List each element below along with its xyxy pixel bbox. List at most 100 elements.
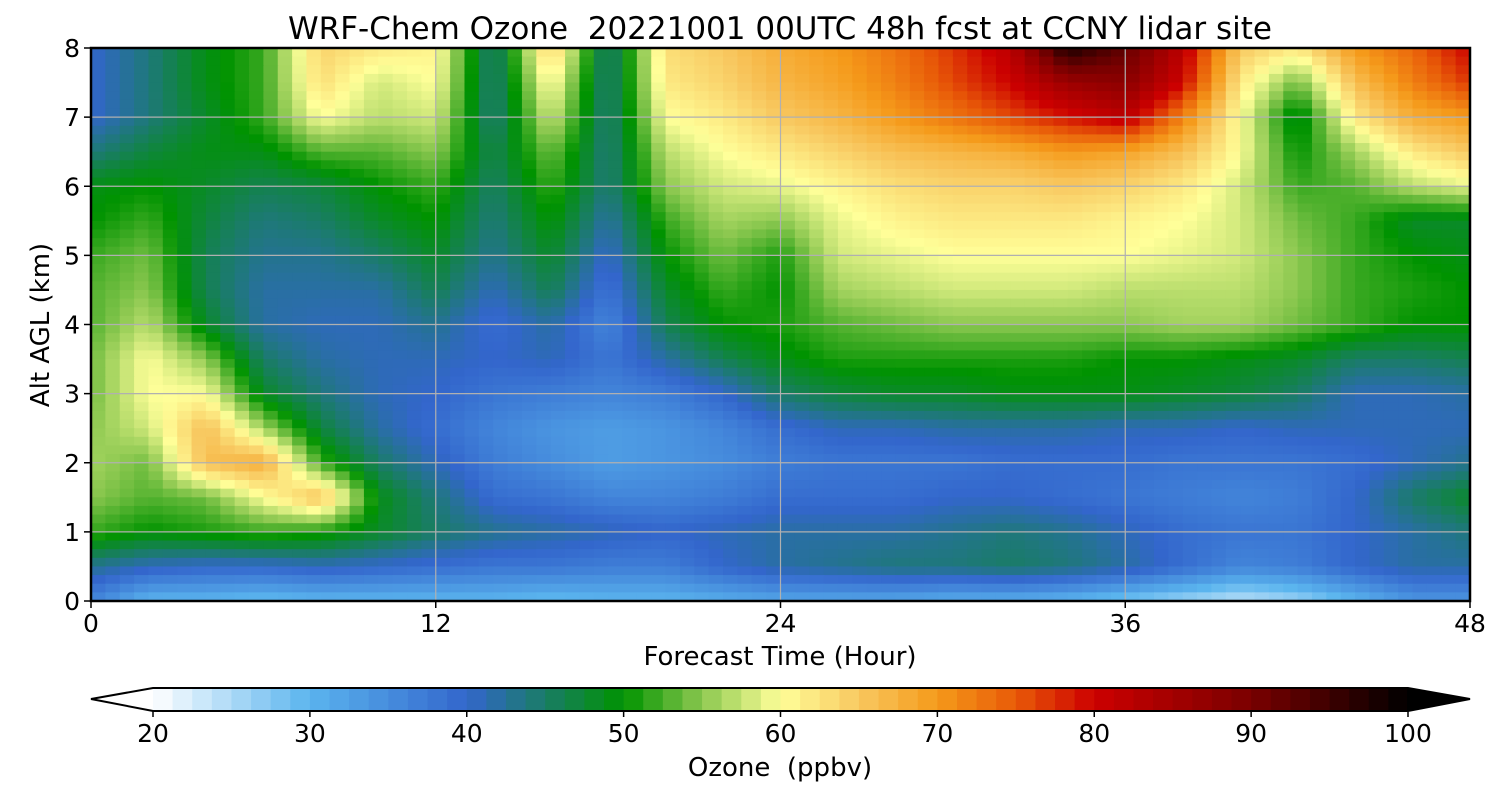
heatmap-cell [91,497,106,507]
heatmap-cell [392,324,408,334]
heatmap-cell [924,307,940,317]
heatmap-cell [450,471,466,481]
heatmap-cell [751,333,767,343]
heatmap-cell [1283,315,1299,326]
heatmap-cell [1355,488,1371,498]
heatmap-cell [1383,436,1399,447]
heatmap-cell [952,160,968,170]
heatmap-cell [263,350,279,360]
heatmap-cell [162,246,178,256]
heatmap-cell [493,229,509,239]
heatmap-cell [938,480,954,490]
heatmap-cell [1024,410,1040,421]
heatmap-cell [1340,65,1356,75]
heatmap-cell [938,307,954,317]
heatmap-cell [263,143,279,153]
heatmap-cell [622,272,638,282]
heatmap-cell [119,480,135,490]
heatmap-cell [363,350,379,360]
heatmap-cell [105,315,121,326]
heatmap-cell [1441,307,1457,317]
heatmap-cell [593,281,609,291]
heatmap-cell [665,194,681,205]
heatmap-cell [1311,419,1327,429]
heatmap-cell [895,402,911,412]
heatmap-cell [205,436,221,447]
heatmap-cell [723,65,738,75]
heatmap-cell [205,367,221,377]
heatmap-cell [608,151,624,161]
heatmap-cell [1139,108,1155,118]
heatmap-cell [679,359,695,369]
heatmap-cell [579,480,595,490]
heatmap-cell [679,436,695,447]
heatmap-cell [335,238,351,248]
heatmap-cell [794,436,810,447]
heatmap-cell [1225,151,1241,161]
heatmap-cell [392,203,408,213]
heatmap-cell [1168,428,1184,438]
heatmap-cell [220,333,236,343]
heatmap-cell [579,177,595,187]
heatmap-cell [651,376,667,386]
heatmap-cell [435,410,451,421]
heatmap-cell [1010,238,1026,248]
heatmap-cell [220,220,236,231]
heatmap-cell [1297,367,1313,377]
heatmap-cell [794,272,810,282]
heatmap-cell [723,220,738,231]
heatmap-cell [1082,255,1098,265]
heatmap-cell [1197,125,1213,136]
heatmap-cell [205,333,221,343]
heatmap-cell [1182,264,1198,274]
heatmap-cell [1311,186,1327,196]
heatmap-cell [708,384,724,395]
heatmap-cell [665,134,681,144]
heatmap-cell [622,160,638,170]
heatmap-cell [995,255,1011,265]
heatmap-cell [1139,289,1155,300]
heatmap-cell [995,281,1011,291]
heatmap-cell [1455,194,1470,205]
heatmap-cell [363,108,379,118]
heatmap-cell [521,402,537,412]
heatmap-cell [794,229,810,239]
heatmap-cell [191,238,207,248]
heatmap-cell [392,91,408,101]
heatmap-cell [1355,384,1371,395]
heatmap-cell [177,410,193,421]
heatmap-cell [636,229,652,239]
heatmap-cell [91,402,106,412]
heatmap-cell [450,480,466,490]
heatmap-cell [1053,238,1069,248]
heatmap-cell [335,82,351,92]
heatmap-cell [162,186,178,196]
heatmap-cell [1067,99,1083,110]
heatmap-cell [679,99,695,110]
heatmap-cell [177,56,193,66]
heatmap-cell [1225,436,1241,447]
heatmap-cell [105,298,121,308]
heatmap-cell [579,333,595,343]
heatmap-cell [665,186,681,196]
heatmap-cell [134,65,150,75]
heatmap-cell [1311,471,1327,481]
heatmap-cell [565,255,580,265]
heatmap-cell [1182,220,1198,231]
heatmap-cell [938,82,954,92]
heatmap-cell [148,238,164,248]
heatmap-cell [1067,255,1083,265]
heatmap-cell [249,177,264,187]
heatmap-cell [507,99,523,110]
heatmap-cell [1340,324,1356,334]
heatmap-cell [435,333,451,343]
heatmap-cell [1426,359,1442,369]
heatmap-cell [1010,454,1026,464]
heatmap-cell [1168,367,1184,377]
heatmap-cell [1355,298,1371,308]
heatmap-cell [1283,160,1299,170]
heatmap-cell [205,462,221,472]
heatmap-cell [622,65,638,75]
heatmap-cell [119,497,135,507]
heatmap-cell [119,350,135,360]
